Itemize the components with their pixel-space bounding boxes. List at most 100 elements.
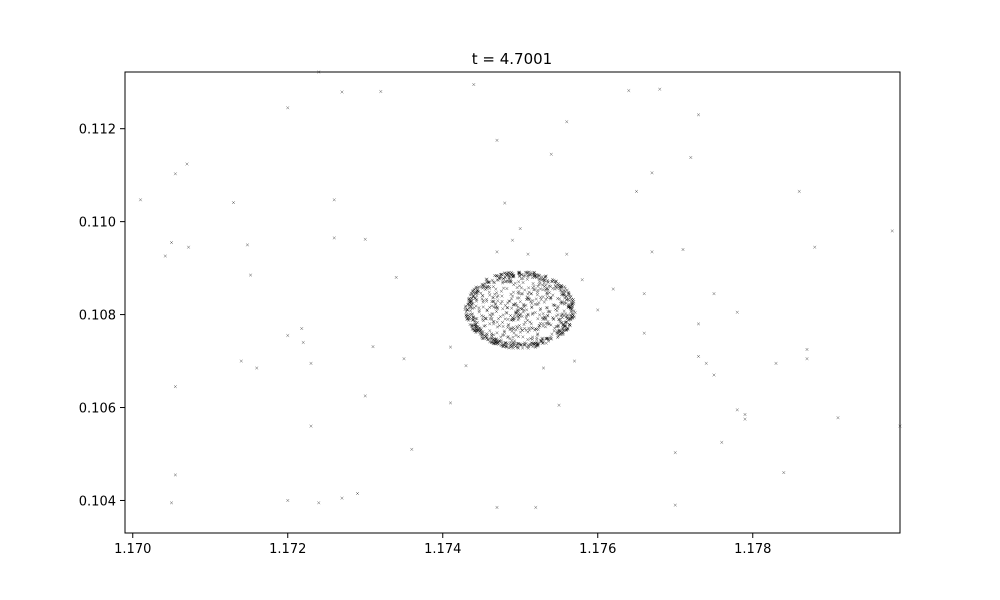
data-point [340, 90, 344, 94]
data-point [650, 250, 654, 254]
data-point [551, 316, 555, 320]
data-point [530, 276, 534, 280]
data-point [536, 302, 540, 306]
data-point [463, 307, 467, 311]
data-point [501, 313, 505, 317]
data-point [743, 417, 747, 421]
data-point [531, 311, 535, 315]
data-point [544, 321, 548, 325]
data-point [535, 340, 539, 345]
data-point [539, 295, 543, 299]
data-point [539, 297, 543, 302]
data-point [525, 297, 529, 302]
data-point [510, 344, 514, 349]
data-point [511, 275, 515, 279]
data-point [488, 280, 492, 284]
data-point [510, 318, 514, 322]
data-point [561, 312, 565, 316]
data-point [470, 306, 474, 310]
data-point [890, 229, 894, 233]
data-point [634, 189, 639, 193]
data-point [483, 324, 487, 328]
data-point [555, 309, 559, 313]
x-tick-label: 1.176 [579, 542, 616, 557]
data-point [530, 291, 534, 296]
data-point [491, 296, 495, 300]
data-point [138, 198, 143, 202]
data-point [529, 300, 533, 304]
data-point [471, 295, 475, 299]
data-point [498, 276, 502, 280]
data-point [471, 318, 475, 322]
data-point [529, 326, 534, 330]
data-point [554, 314, 558, 318]
data-point [541, 340, 545, 344]
y-tick-label: 0.106 [79, 402, 116, 417]
data-point [474, 325, 478, 330]
data-point [526, 252, 530, 256]
data-point [490, 334, 494, 339]
data-point [523, 326, 527, 331]
data-point [531, 273, 535, 277]
data-point [491, 319, 495, 324]
data-point [516, 335, 521, 339]
data-point [782, 471, 786, 475]
data-point [567, 318, 571, 322]
data-point [501, 307, 505, 311]
data-point [355, 491, 360, 496]
data-point [516, 318, 520, 322]
data-point [500, 299, 504, 303]
data-point [530, 337, 535, 341]
data-point [495, 295, 499, 299]
data-point [565, 328, 569, 332]
data-point [559, 293, 564, 297]
data-point [673, 451, 677, 455]
data-point [541, 322, 545, 326]
data-point [255, 366, 259, 370]
data-point [512, 283, 516, 287]
data-point [549, 152, 553, 156]
x-tick-label: 1.172 [269, 542, 306, 557]
data-point [557, 318, 562, 322]
data-point [490, 304, 494, 308]
data-point [503, 276, 507, 280]
data-point [513, 344, 518, 349]
data-point [186, 245, 191, 249]
data-point [735, 408, 739, 412]
data-point [510, 306, 514, 310]
data-point [543, 275, 547, 279]
data-point [564, 298, 569, 302]
data-point [471, 315, 475, 319]
data-point [470, 292, 474, 296]
data-point [529, 337, 533, 341]
data-point [518, 343, 522, 347]
data-point [496, 294, 500, 298]
data-point [525, 270, 529, 274]
data-point [520, 328, 524, 332]
data-point [696, 354, 701, 358]
data-point [496, 342, 501, 346]
data-point [537, 323, 542, 328]
data-point [490, 317, 494, 321]
data-point [531, 299, 535, 303]
data-point [484, 277, 488, 281]
data-point [173, 172, 177, 176]
data-point [471, 301, 475, 306]
data-point [518, 274, 522, 278]
data-point [489, 314, 493, 318]
data-point [554, 284, 558, 289]
data-point [467, 296, 471, 301]
data-point [472, 306, 476, 310]
data-point [542, 300, 546, 304]
data-point [480, 282, 484, 286]
data-point [516, 341, 520, 345]
data-point [563, 286, 567, 290]
data-point [720, 440, 724, 444]
data-point [528, 342, 532, 347]
data-point [286, 333, 290, 338]
data-point [541, 324, 545, 328]
data-point [481, 305, 485, 309]
data-point [490, 339, 495, 343]
data-point [813, 245, 817, 249]
data-point [517, 280, 521, 284]
